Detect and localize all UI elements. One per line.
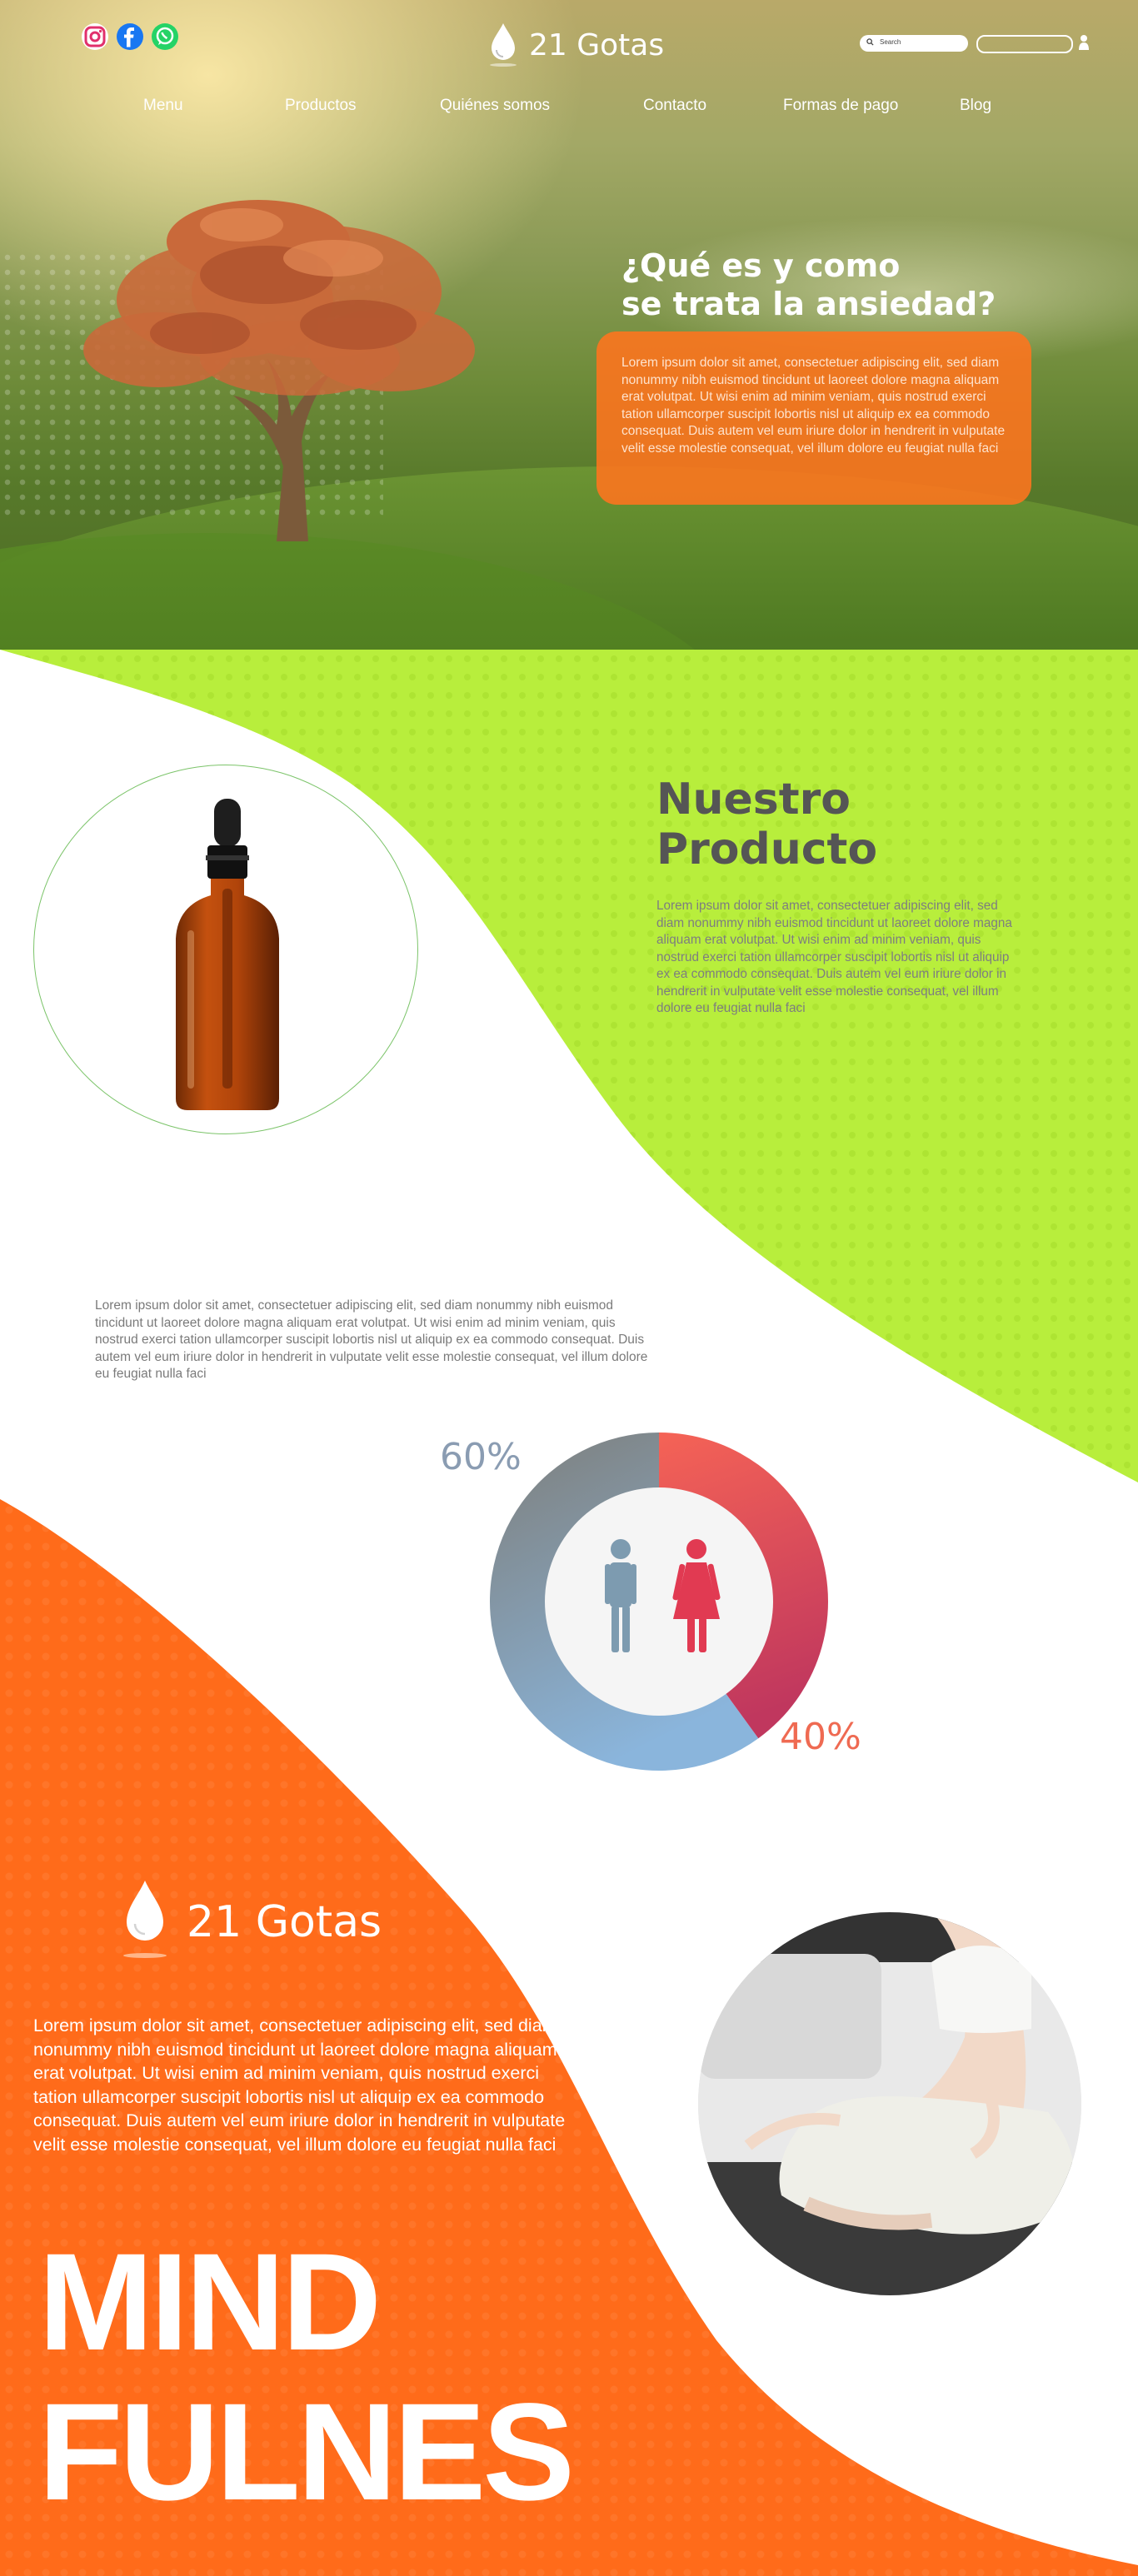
nav-item-menu[interactable]: Menu	[143, 97, 183, 114]
search-input[interactable]: Search	[860, 35, 968, 52]
product-title: Nuestro Producto	[656, 775, 1023, 874]
search-icon	[866, 38, 874, 46]
green-wave-background	[0, 650, 1138, 1482]
hero-text: Lorem ipsum dolor sit amet, consectetuer…	[621, 356, 1006, 456]
hero-title-line-2: se trata la ansiedad?	[621, 286, 996, 322]
female-icon	[672, 1539, 721, 1652]
drop-icon	[490, 23, 517, 67]
hero-text-box: Lorem ipsum dolor sit amet, consectetuer…	[596, 331, 1031, 505]
headline-line-2: FULNES	[38, 2375, 575, 2529]
brand-name-large[interactable]: 21 Gotas	[187, 1897, 382, 1947]
orange-wave-background	[0, 1499, 1138, 2576]
nav-item-contacto[interactable]: Contacto	[643, 97, 707, 114]
dropper-bottle-image	[176, 799, 279, 1110]
chart-label-60: 60%	[440, 1436, 522, 1478]
info-text: Lorem ipsum dolor sit amet, consectetuer…	[95, 1298, 648, 1381]
product-description: Lorem ipsum dolor sit amet, consectetuer…	[656, 899, 1012, 1015]
tree-image	[83, 200, 475, 541]
hero-title: ¿Qué es y como se trata la ansiedad?	[621, 247, 1055, 323]
user-icon[interactable]	[1078, 33, 1090, 52]
hero-title-line-1: ¿Qué es y como	[621, 247, 901, 284]
yoga-woman-image	[698, 1912, 1081, 2295]
chart-label-40: 40%	[780, 1716, 861, 1758]
headline-line-1: MIND	[38, 2225, 382, 2379]
product-title-line-2: Producto	[656, 825, 878, 874]
nav-item-quienes-somos[interactable]: Quiénes somos	[440, 97, 551, 114]
male-icon	[605, 1539, 636, 1652]
product-title-line-1: Nuestro	[656, 775, 851, 825]
facebook-icon[interactable]	[117, 23, 143, 50]
nav-item-productos[interactable]: Productos	[285, 97, 357, 114]
donut-center	[545, 1487, 773, 1716]
mindfulness-text: Lorem ipsum dolor sit amet, consectetuer…	[33, 2015, 566, 2155]
hero-section: 21 Gotas Search Menu Productos Quiénes s…	[0, 0, 1138, 650]
nav-item-formas-de-pago[interactable]: Formas de pago	[783, 97, 899, 114]
search-placeholder: Search	[880, 38, 901, 46]
gender-donut-chart	[489, 1432, 828, 1771]
instagram-icon[interactable]	[82, 23, 108, 50]
whatsapp-icon[interactable]	[152, 23, 178, 50]
drop-icon-large	[123, 1881, 167, 1958]
nav-item-blog[interactable]: Blog	[960, 97, 992, 114]
mindfulness-headline: MIND FULNES	[38, 2225, 575, 2529]
yoga-photo-circle	[698, 1912, 1081, 2295]
brand-name[interactable]: 21 Gotas	[529, 28, 665, 62]
login-field[interactable]	[976, 35, 1073, 53]
product-image-circle	[33, 765, 418, 1134]
